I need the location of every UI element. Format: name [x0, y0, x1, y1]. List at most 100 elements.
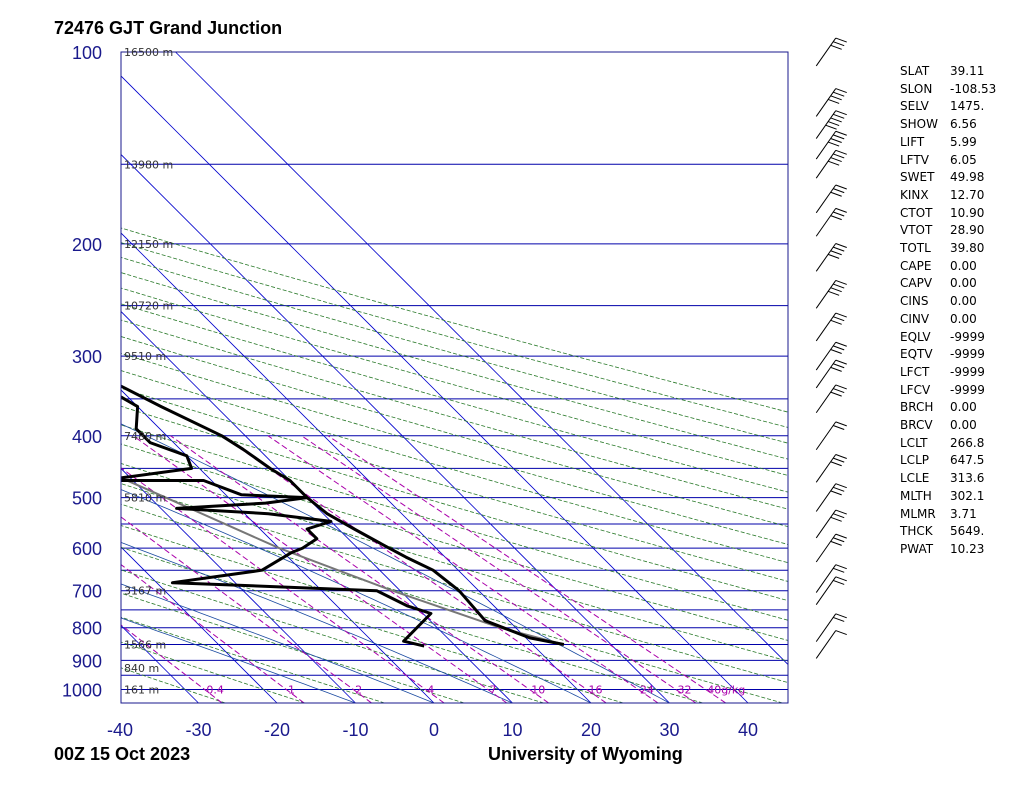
isotherm-line	[121, 546, 278, 703]
index-row: LFCT -9999	[900, 364, 996, 382]
mixing-ratio-label: 40g/kg	[707, 683, 745, 696]
dry-adiabat-line	[121, 242, 788, 428]
index-row: LCLP 647.5	[900, 452, 996, 470]
index-value: 12.70	[950, 187, 985, 202]
pressure-tick-label: 900	[72, 651, 102, 671]
height-label: 12150 m	[124, 238, 173, 251]
pressure-tick-label: 200	[72, 235, 102, 255]
index-value: 647.5	[950, 453, 985, 468]
mixing-ratio-line	[267, 435, 659, 703]
dry-adiabat-line	[121, 592, 465, 703]
dry-adiabat-line	[121, 667, 226, 703]
isotherm-line	[0, 52, 120, 703]
height-label: 10720 m	[124, 300, 173, 313]
index-value: 266.8	[950, 435, 985, 450]
index-row: EQTV -9999	[900, 346, 996, 364]
dry-adiabat-line	[121, 405, 788, 602]
mixing-ratio-label: 4	[427, 683, 434, 696]
temperature-tick-label: 20	[581, 720, 601, 740]
wind-barb	[815, 279, 847, 309]
index-value: 0.00	[950, 400, 977, 415]
dry-adiabat-line	[121, 503, 783, 703]
stability-indices-table: SLAT 39.11 SLON -108.53 SELV 1475. SHOW 6.56 LIF…	[900, 63, 996, 559]
temperature-tick-label: -40	[107, 720, 133, 740]
wind-barb	[815, 359, 847, 389]
index-name: LIFT	[900, 134, 925, 149]
temperature-tick-label: -20	[264, 720, 290, 740]
chart-title: 72476 GJT Grand Junction	[54, 18, 283, 38]
index-row: BRCV 0.00	[900, 417, 996, 435]
height-label: 13980 m	[124, 158, 173, 171]
index-value: 0.00	[950, 258, 977, 273]
index-value: -9999	[950, 347, 985, 362]
mixing-ratio-label: 0.4	[206, 683, 224, 696]
index-row: LIFT 5.99	[900, 134, 996, 152]
height-label: 161 m	[124, 683, 159, 696]
wind-barb	[815, 509, 847, 539]
isotherm-line	[121, 75, 749, 703]
dry-adiabat-line	[121, 483, 788, 683]
pressure-tick-label: 1000	[62, 680, 102, 700]
height-label: 9510 m	[124, 350, 166, 363]
height-label: 840 m	[124, 662, 159, 675]
height-label: 7480 m	[124, 430, 166, 443]
wind-barb	[815, 130, 847, 160]
index-row: EQLV -9999	[900, 329, 996, 347]
pressure-tick-label: 500	[72, 489, 102, 509]
index-row: VTOT 28.90	[900, 222, 996, 240]
dry-adiabat-line	[121, 319, 788, 510]
dry-adiabat-line	[121, 641, 306, 703]
index-row: MLMR 3.71	[900, 506, 996, 524]
temperature-tick-label: 30	[659, 720, 679, 740]
height-label: 16500 m	[124, 46, 173, 59]
moist-adiabat-line	[121, 617, 356, 703]
wind-barb	[815, 630, 847, 659]
pressure-tick-label: 600	[72, 539, 102, 559]
index-name: KINX	[900, 187, 929, 202]
wind-barb	[815, 110, 847, 139]
index-row: THCK 5649.	[900, 523, 996, 541]
mixing-ratio-line	[121, 516, 372, 703]
index-value: 28.90	[950, 223, 985, 238]
index-row: SHOW 6.56	[900, 116, 996, 134]
dewpoint-profile-line	[121, 395, 433, 648]
index-name: LCLT	[900, 435, 928, 450]
wind-barb	[815, 533, 847, 563]
index-value: -9999	[950, 364, 985, 379]
index-row: KINX 12.70	[900, 187, 996, 205]
moist-adiabat-line	[121, 541, 513, 703]
index-name: BRCV	[900, 418, 933, 433]
index-name: MLTH	[900, 488, 932, 503]
index-name: SLON	[900, 81, 933, 96]
index-name: CINS	[900, 294, 929, 309]
index-name: EQTV	[900, 347, 933, 362]
isotherm-line	[121, 232, 592, 703]
wind-barb	[815, 37, 847, 67]
dry-adiabat-line	[121, 569, 544, 703]
isotherm-line	[121, 624, 199, 703]
wind-barb	[815, 421, 847, 451]
index-value: 0.00	[950, 311, 977, 326]
dry-adiabat-line	[121, 227, 788, 413]
temperature-tick-label: -30	[185, 720, 211, 740]
wind-barb	[815, 483, 847, 512]
index-value: 5.99	[950, 134, 977, 149]
wind-barb	[815, 576, 847, 605]
pressure-tick-label: 300	[72, 347, 102, 367]
mixing-ratio-label: 10	[531, 683, 545, 696]
index-value: 3.71	[950, 506, 977, 521]
index-row: SLON -108.53	[900, 81, 996, 99]
index-row: LCLT 266.8	[900, 435, 996, 453]
index-row: PWAT 10.23	[900, 541, 996, 559]
index-value: 1475.	[950, 99, 985, 114]
pressure-tick-label: 100	[72, 43, 102, 63]
wind-barb	[815, 613, 847, 642]
isotherm-line	[121, 389, 435, 703]
index-name: LFCV	[900, 382, 931, 397]
mixing-ratio-line	[221, 435, 607, 703]
index-value: -9999	[950, 382, 985, 397]
index-row: CTOT 10.90	[900, 205, 996, 223]
height-label: 5810 m	[124, 492, 166, 505]
index-name: EQLV	[900, 329, 931, 344]
dry-adiabat-line	[121, 272, 788, 460]
